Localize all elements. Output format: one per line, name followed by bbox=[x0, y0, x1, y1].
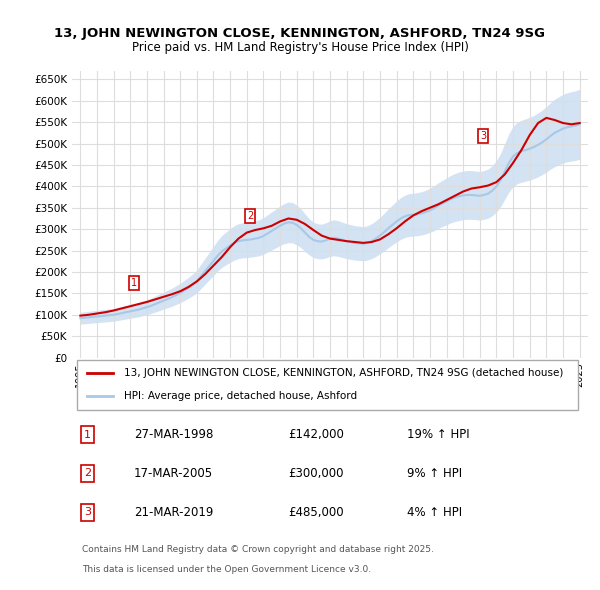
Text: 27-MAR-1998: 27-MAR-1998 bbox=[134, 428, 213, 441]
Text: 13, JOHN NEWINGTON CLOSE, KENNINGTON, ASHFORD, TN24 9SG (detached house): 13, JOHN NEWINGTON CLOSE, KENNINGTON, AS… bbox=[124, 368, 563, 378]
Text: £142,000: £142,000 bbox=[289, 428, 344, 441]
Text: Price paid vs. HM Land Registry's House Price Index (HPI): Price paid vs. HM Land Registry's House … bbox=[131, 41, 469, 54]
Text: £300,000: £300,000 bbox=[289, 467, 344, 480]
Text: 1: 1 bbox=[84, 430, 91, 440]
Text: 2: 2 bbox=[84, 468, 91, 478]
Text: 17-MAR-2005: 17-MAR-2005 bbox=[134, 467, 213, 480]
Text: 21-MAR-2019: 21-MAR-2019 bbox=[134, 506, 213, 519]
Text: This data is licensed under the Open Government Licence v3.0.: This data is licensed under the Open Gov… bbox=[82, 565, 371, 574]
Text: 3: 3 bbox=[480, 132, 486, 142]
Text: 9% ↑ HPI: 9% ↑ HPI bbox=[407, 467, 463, 480]
Text: £485,000: £485,000 bbox=[289, 506, 344, 519]
FancyBboxPatch shape bbox=[77, 360, 578, 410]
Text: 2: 2 bbox=[247, 211, 253, 221]
Text: 4% ↑ HPI: 4% ↑ HPI bbox=[407, 506, 463, 519]
Text: 1: 1 bbox=[131, 278, 137, 289]
Text: Contains HM Land Registry data © Crown copyright and database right 2025.: Contains HM Land Registry data © Crown c… bbox=[82, 545, 434, 554]
Text: 19% ↑ HPI: 19% ↑ HPI bbox=[407, 428, 470, 441]
Text: HPI: Average price, detached house, Ashford: HPI: Average price, detached house, Ashf… bbox=[124, 391, 357, 401]
Text: 3: 3 bbox=[84, 507, 91, 517]
Text: 13, JOHN NEWINGTON CLOSE, KENNINGTON, ASHFORD, TN24 9SG: 13, JOHN NEWINGTON CLOSE, KENNINGTON, AS… bbox=[55, 27, 545, 40]
